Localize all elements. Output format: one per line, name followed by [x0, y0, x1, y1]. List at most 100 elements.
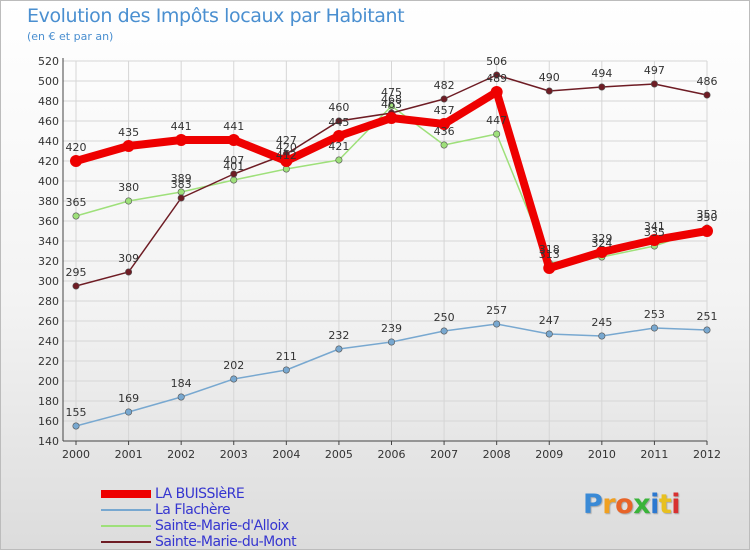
data-point [175, 134, 188, 146]
data-label: 232 [328, 329, 349, 342]
data-point [493, 130, 501, 138]
data-label: 457 [434, 104, 455, 117]
y-tick-label: 520 [38, 55, 59, 68]
data-point [543, 262, 556, 274]
x-tick-label: 2011 [640, 448, 668, 461]
data-label: 365 [66, 196, 87, 209]
data-point [387, 338, 395, 346]
legend-label: Sainte-Marie-du-Mont [155, 534, 297, 550]
data-label: 441 [223, 120, 244, 133]
y-tick-label: 240 [38, 335, 59, 348]
data-label: 318 [539, 243, 560, 256]
data-label: 380 [118, 181, 139, 194]
data-label: 441 [171, 120, 192, 133]
x-tick-label: 2004 [272, 448, 300, 461]
y-tick-label: 380 [38, 195, 59, 208]
data-point [650, 324, 658, 332]
data-point [598, 83, 606, 91]
grid [63, 60, 708, 442]
data-label: 468 [381, 93, 402, 106]
data-label: 497 [644, 64, 665, 77]
data-label: 169 [118, 392, 139, 405]
legend-item: La Flachère [101, 502, 296, 518]
legend-item: Sainte-Marie-d'Alloix [101, 518, 296, 534]
data-point [701, 225, 713, 237]
data-label: 445 [328, 116, 349, 129]
data-point [122, 140, 135, 152]
data-point [230, 170, 238, 178]
data-point [230, 375, 238, 383]
x-tick-label: 2012 [693, 448, 721, 461]
data-label: 251 [697, 310, 718, 323]
data-point [595, 246, 608, 258]
data-labels: 155 169 184 202 211 232 239 250 257 247 245 253 251 3… [66, 55, 718, 419]
data-point [490, 86, 503, 98]
data-point [282, 366, 290, 374]
data-label: 475 [381, 86, 402, 99]
data-label: 383 [171, 178, 192, 191]
y-tick-label: 140 [38, 435, 59, 448]
data-point [177, 393, 185, 401]
legend-label: La Flachère [155, 502, 231, 518]
data-point [440, 141, 448, 149]
legend-swatch [101, 509, 151, 511]
data-label: 202 [223, 359, 244, 372]
x-tick-label: 2003 [220, 448, 248, 461]
chart-subtitle: (en € et par an) [27, 30, 114, 43]
data-label: 494 [591, 67, 612, 80]
data-label: 257 [486, 304, 507, 317]
series-lines [70, 71, 713, 430]
data-label: 155 [66, 406, 87, 419]
data-point [385, 112, 398, 124]
data-label: 436 [434, 125, 455, 138]
data-point [177, 194, 185, 202]
data-point [227, 134, 240, 146]
data-point [438, 118, 451, 130]
y-tick-label: 280 [38, 295, 59, 308]
data-label: 489 [486, 72, 507, 85]
data-point [648, 234, 661, 246]
x-tick-label: 2002 [167, 448, 195, 461]
x-tick-label: 2005 [325, 448, 353, 461]
logo-letter: x [633, 489, 651, 520]
data-label: 389 [171, 172, 192, 185]
data-label: 211 [276, 350, 297, 363]
x-tick-label: 2007 [430, 448, 458, 461]
data-label: 463 [381, 98, 402, 111]
data-label: 239 [381, 322, 402, 335]
data-label: 184 [171, 377, 192, 390]
logo-letter: i [650, 489, 659, 520]
legend-item: Sainte-Marie-du-Mont [101, 534, 297, 550]
data-label: 421 [328, 140, 349, 153]
data-label: 407 [223, 154, 244, 167]
data-label: 247 [539, 314, 560, 327]
data-label: 490 [539, 71, 560, 84]
data-point [545, 87, 553, 95]
x-tick-label: 2009 [535, 448, 563, 461]
x-tick-label: 2006 [378, 448, 406, 461]
data-label: 412 [276, 149, 297, 162]
data-point [598, 332, 606, 340]
x-tick-label: 2010 [588, 448, 616, 461]
data-point [650, 80, 658, 88]
y-tick-label: 200 [38, 375, 59, 388]
y-tick-label: 460 [38, 115, 59, 128]
data-point [280, 155, 293, 167]
y-tick-label: 180 [38, 395, 59, 408]
proxiti-logo: Proxiti [583, 489, 681, 520]
logo-letter: o [615, 489, 634, 520]
data-label: 420 [66, 141, 87, 154]
data-label: 427 [276, 134, 297, 147]
legend-label: LA BUISSIèRE [155, 486, 245, 502]
data-label: 401 [223, 160, 244, 173]
data-label: 309 [118, 252, 139, 265]
data-label: 253 [644, 308, 665, 321]
data-point [335, 345, 343, 353]
y-tick-label: 440 [38, 135, 59, 148]
data-point [72, 212, 80, 220]
data-label: 486 [697, 75, 718, 88]
data-label: 341 [644, 220, 665, 233]
y-tick-label: 480 [38, 95, 59, 108]
y-tick-label: 300 [38, 275, 59, 288]
y-tick-label: 400 [38, 175, 59, 188]
